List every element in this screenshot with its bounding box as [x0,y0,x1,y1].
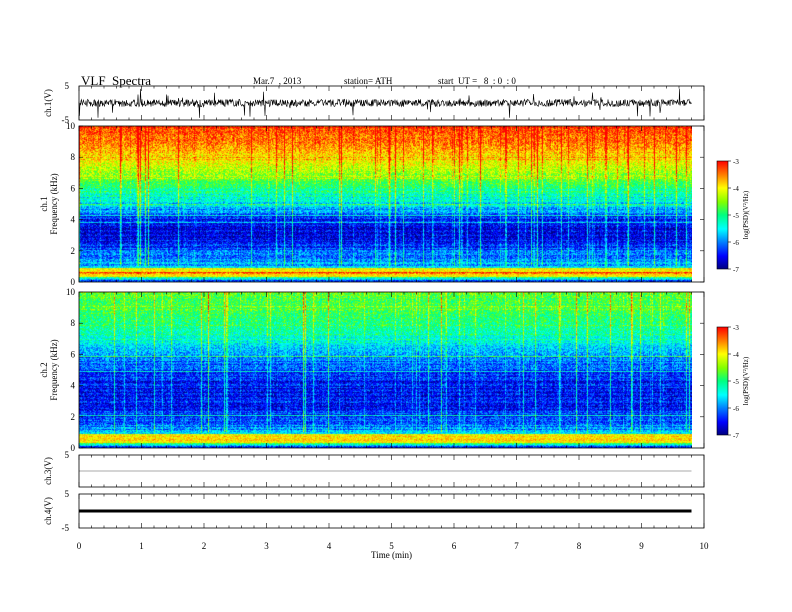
colorbar-tick-label: -6 [733,405,739,413]
colorbar [716,326,729,436]
y-axis-label-line: ch.1 [39,196,49,211]
colorbar [716,160,729,270]
y-tick-label: 2 [71,246,76,256]
x-tick-label: 7 [514,541,519,551]
x-tick-label: 4 [327,541,332,551]
y-tick-label: 6 [71,349,76,359]
y-axis-label-line: Frequency (kHz) [49,173,59,234]
y-tick-label: 0 [71,277,76,287]
y-tick-label: 2 [71,412,76,422]
x-axis-label: Time (min) [371,550,412,560]
y-tick-label: -5 [62,523,70,533]
colorbar-tick-label: -6 [733,239,739,247]
panel-frame-0 [78,85,705,121]
y-axis-label-line: ch.2 [39,362,49,377]
y-tick-label: 10 [66,287,76,297]
y-axis-label: ch.1Frequency (kHz) [39,173,59,234]
y-axis-label: ch.3(V) [43,457,53,485]
colorbar-tick-label: -4 [733,351,739,359]
spectrogram-ch1 [79,126,692,282]
colorbar-tick-label: -7 [733,432,739,440]
y-tick-label: 10 [66,121,76,131]
x-tick-label: 3 [264,541,269,551]
colorbar-tick-label: -7 [733,266,739,274]
colorbar-tick-label: -5 [733,378,739,386]
y-tick-label: 4 [71,215,76,225]
colorbar-tick-label: -5 [733,212,739,220]
x-tick-label: 0 [77,541,82,551]
y-tick-label: 8 [71,318,76,328]
y-axis-label: ch.2Frequency (kHz) [39,339,59,400]
colorbar-label: log(PSD)(V²/Hz) [742,190,750,239]
x-tick-label: 6 [452,541,457,551]
x-tick-label: 10 [700,541,710,551]
y-tick-label: 8 [71,152,76,162]
y-axis-label: ch.4(V) [43,497,53,525]
colorbar-tick-label: -3 [733,324,739,332]
date-label: Mar.7 , 2013 [253,76,302,86]
y-axis-label-line: Frequency (kHz) [49,339,59,400]
y-tick-label: 4 [71,381,76,391]
station-label: station= ATH [344,76,393,86]
y-tick-label: 5 [65,81,70,91]
y-tick-label: -5 [62,115,70,125]
y-axis-label: ch.1(V) [43,89,53,117]
x-tick-label: 2 [202,541,207,551]
ch1-waveform [78,88,692,118]
x-tick-label: 5 [389,541,394,551]
colorbar-label: log(PSD)(V²/Hz) [742,356,750,405]
x-tick-label: 8 [577,541,582,551]
figure-title: VLF Spectra [81,73,152,88]
y-tick-label: 6 [71,183,76,193]
colorbar-tick-label: -4 [733,185,739,193]
y-tick-label: 5 [65,489,70,499]
start-time-label: start UT = 8 : 0 : 0 [438,76,516,86]
colorbar-tick-label: -3 [733,158,739,166]
x-tick-label: 1 [139,541,144,551]
spectrogram-ch2 [79,292,692,448]
y-tick-label: 5 [65,450,70,460]
x-tick-label: 9 [639,541,644,551]
y-tick-label: 0 [71,443,76,453]
